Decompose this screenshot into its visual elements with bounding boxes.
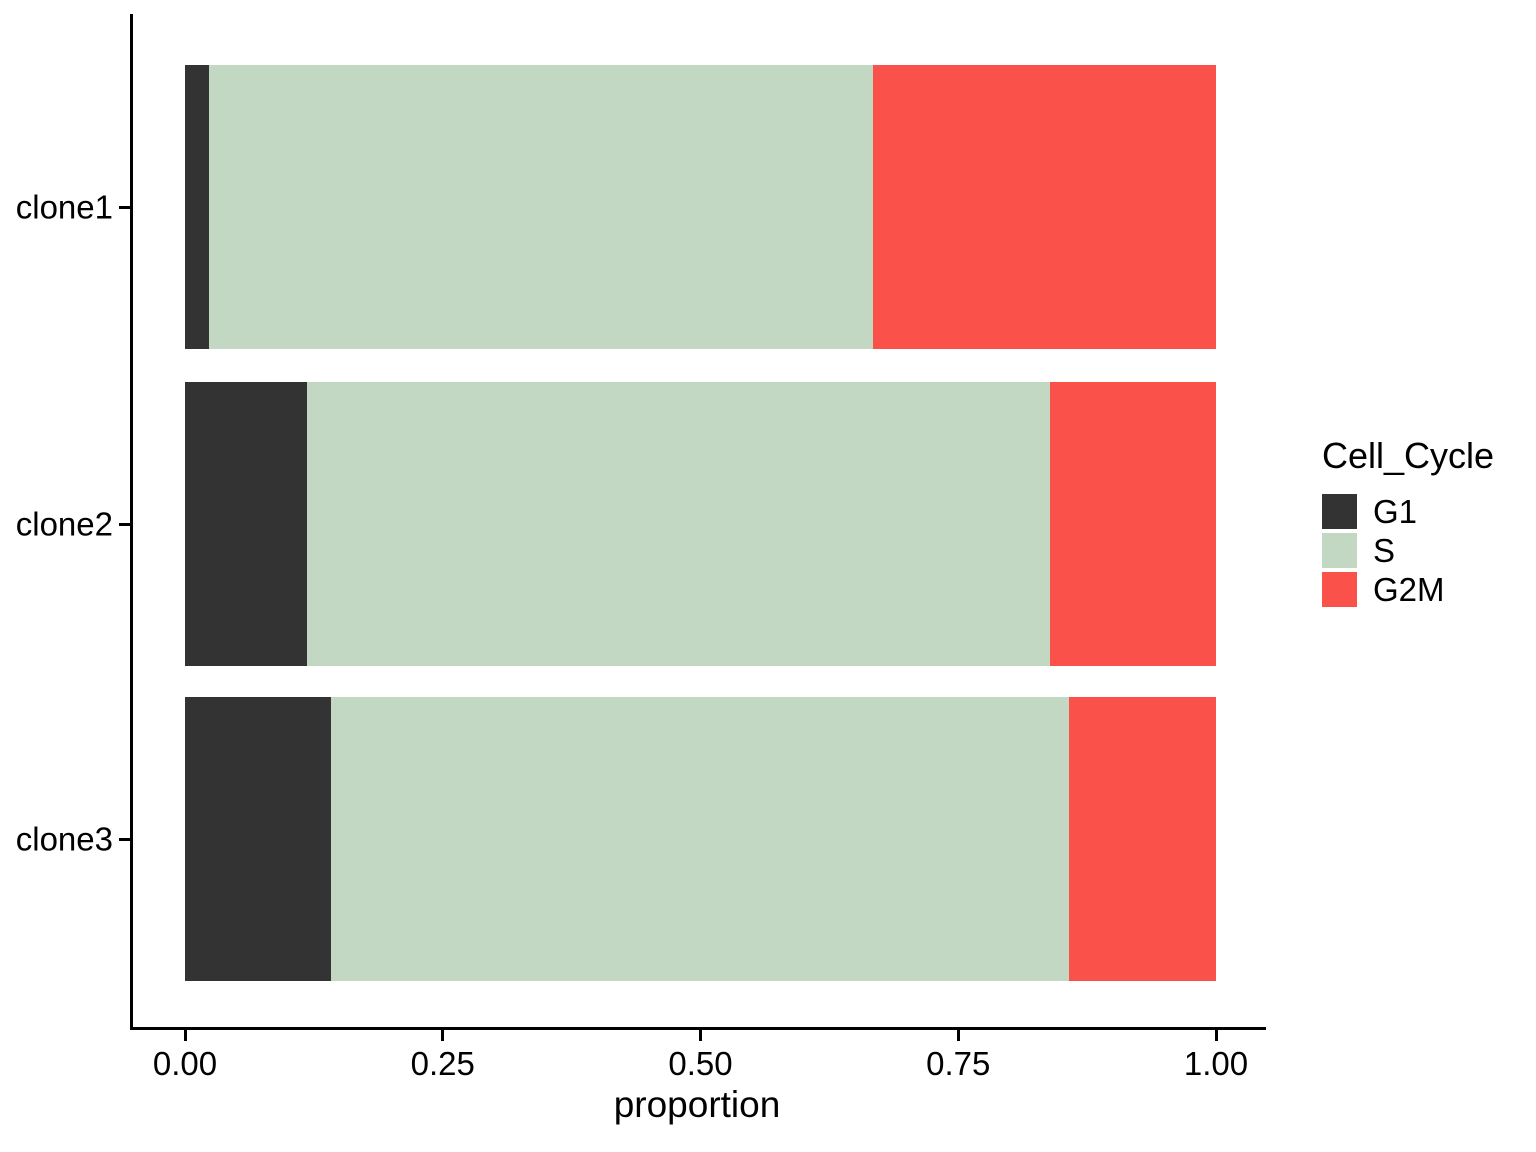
bar-segment-clone2-S (306, 382, 1050, 666)
legend: Cell_Cycle G1 S G2M (1322, 438, 1494, 611)
legend-swatch-G1 (1322, 494, 1357, 529)
legend-item-G1: G1 (1322, 494, 1494, 529)
y-tick-clone3 (119, 837, 133, 841)
bar-segment-clone1-G1 (185, 65, 209, 349)
bar-segment-clone1-G2M (872, 65, 1216, 349)
bar-row-clone1 (185, 65, 1216, 349)
x-tick-label-0.50: 0.50 (668, 1045, 733, 1082)
x-tick-0.50 (699, 1027, 702, 1041)
bar-segment-clone1-S (208, 65, 873, 349)
legend-title: Cell_Cycle (1322, 435, 1495, 476)
y-tick-label-clone3: clone3 (15, 820, 113, 858)
x-tick-label-1.00: 1.00 (1183, 1045, 1249, 1082)
y-tick-clone2 (119, 522, 133, 526)
legend-swatch-S (1322, 533, 1357, 568)
legend-swatch-G2M (1322, 572, 1357, 607)
x-tick-label-0.75: 0.75 (926, 1045, 991, 1082)
bar-segment-clone3-G2M (1068, 697, 1216, 981)
x-tick-0.25 (441, 1027, 445, 1041)
y-tick-label-clone1: clone1 (15, 188, 113, 226)
bars-container (133, 14, 1266, 1027)
x-tick-label-0.00: 0.00 (152, 1045, 218, 1082)
x-axis-title: proportion (613, 1084, 781, 1125)
legend-label-G2M: G2M (1373, 571, 1445, 608)
x-tick-0.00 (183, 1027, 187, 1041)
bar-segment-clone2-G1 (185, 382, 307, 666)
y-tick-label-clone2: clone2 (15, 505, 113, 543)
x-tick-label-0.25: 0.25 (410, 1045, 475, 1082)
legend-label-G1: G1 (1373, 493, 1418, 530)
legend-item-S: S (1322, 533, 1494, 568)
bar-segment-clone2-G2M (1050, 382, 1216, 666)
bar-segment-clone3-S (331, 697, 1069, 981)
plot-panel: 0.00 0.25 0.50 0.75 1.00 clone1 clone2 clone3 (16, 14, 1266, 1080)
x-tick-0.75 (956, 1027, 960, 1041)
x-tick-1.00 (1214, 1027, 1218, 1041)
legend-items: G1 S G2M (1322, 494, 1494, 607)
y-tick-clone1 (119, 205, 133, 209)
bar-segment-clone3-G1 (185, 697, 332, 981)
bar-row-clone2 (185, 382, 1216, 666)
legend-label-S: S (1373, 532, 1396, 569)
legend-item-G2M: G2M (1322, 572, 1494, 607)
bar-row-clone3 (185, 697, 1216, 981)
